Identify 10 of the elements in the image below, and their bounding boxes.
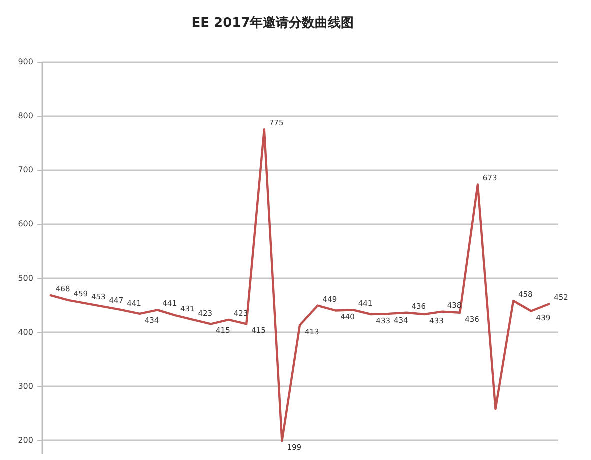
line-series: [50, 128, 550, 442]
y-tick-label: 200: [18, 436, 34, 445]
y-tick-label: 800: [18, 112, 34, 121]
y-tick-label: 700: [18, 166, 34, 175]
y-tick-label: 300: [18, 382, 34, 391]
y-tick-label: 500: [18, 274, 34, 283]
chart-title: EE 2017年邀请分数曲线图: [192, 16, 354, 31]
y-tick-label: 400: [18, 328, 34, 337]
y-tick-label: 900: [18, 58, 34, 66]
y-tick-label: 600: [18, 220, 34, 229]
